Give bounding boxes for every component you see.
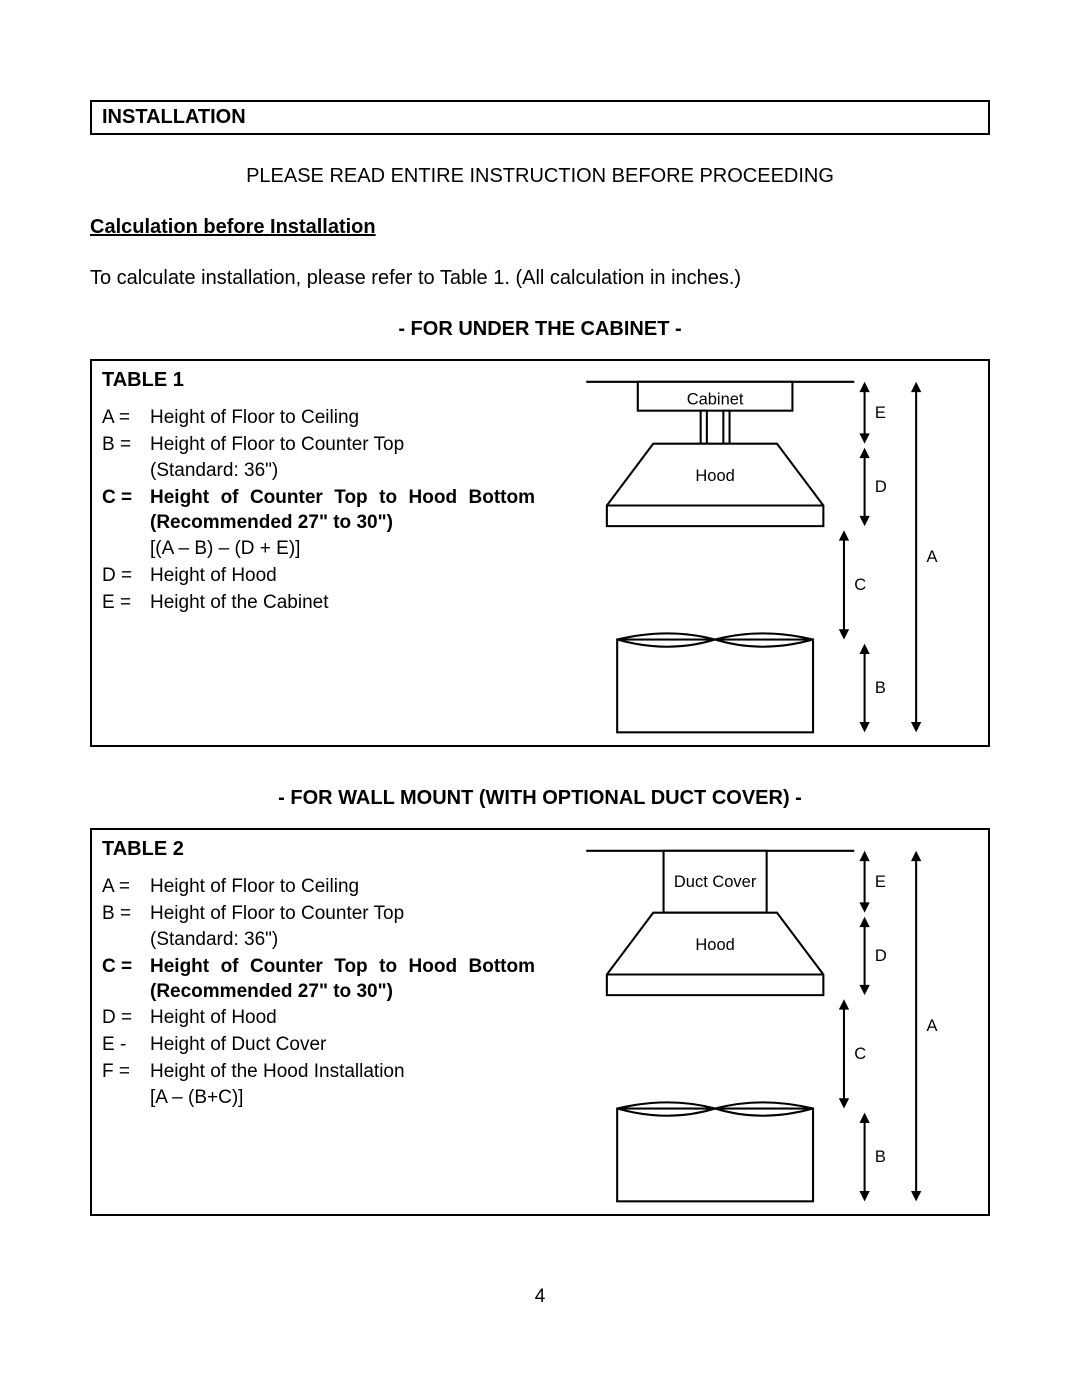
def-label: B = [102,433,150,458]
def-label: A = [102,875,150,900]
def-desc: (Standard: 36") [150,459,535,484]
def-row: D =Height of Hood [102,564,535,589]
table1-defs: A =Height of Floor to CeilingB =Height o… [102,406,535,616]
svg-text:C: C [854,1045,866,1063]
def-desc: Height of the Cabinet [150,591,535,616]
def-label: F = [102,1060,150,1085]
def-label [102,459,150,484]
table1-left: TABLE 1 A =Height of Floor to CeilingB =… [102,369,545,735]
table2-diagram: Duct Cover Hood E D C B A [545,838,978,1204]
svg-text:B: B [875,679,886,697]
def-row: B =Height of Floor to Counter Top [102,433,535,458]
def-desc: [(A – B) – (D + E)] [150,537,535,562]
def-label: D = [102,1006,150,1031]
def-row: F =Height of the Hood Installation [102,1060,535,1085]
def-desc: Height of Hood [150,564,535,589]
def-label: C = [102,486,150,535]
table2-diagram-container: Duct Cover Hood E D C B A [545,838,978,1204]
subheading-2: - FOR WALL MOUNT (WITH OPTIONAL DUCT COV… [90,787,990,810]
def-desc: Height of Floor to Counter Top [150,433,535,458]
def-row: [A – (B+C)] [102,1086,535,1111]
def-desc: [A – (B+C)] [150,1086,535,1111]
table1-block: TABLE 1 A =Height of Floor to CeilingB =… [90,359,990,747]
svg-text:A: A [926,1017,937,1035]
svg-text:Hood: Hood [695,936,734,954]
calc-heading: Calculation before Installation [90,216,990,239]
def-label [102,1086,150,1111]
def-desc: (Standard: 36") [150,928,535,953]
def-row: E =Height of the Cabinet [102,591,535,616]
svg-text:Hood: Hood [695,467,734,485]
def-label: D = [102,564,150,589]
page-number: 4 [90,1286,990,1308]
table1-diagram-container: Cabinet Hood E D C B A [545,369,978,735]
def-label: C = [102,955,150,1004]
table2-title: TABLE 2 [102,838,535,861]
svg-text:E: E [875,404,886,422]
def-label: A = [102,406,150,431]
svg-text:A: A [926,548,937,566]
def-row: B =Height of Floor to Counter Top [102,902,535,927]
def-label: E - [102,1033,150,1058]
def-label [102,928,150,953]
def-row: (Standard: 36") [102,928,535,953]
def-desc: Height of Floor to Ceiling [150,875,535,900]
def-label [102,537,150,562]
def-row: A =Height of Floor to Ceiling [102,406,535,431]
def-label: E = [102,591,150,616]
table1-title: TABLE 1 [102,369,535,392]
def-row: [(A – B) – (D + E)] [102,537,535,562]
def-row: D =Height of Hood [102,1006,535,1031]
table1-diagram: Cabinet Hood E D C B A [545,369,978,735]
def-desc: Height of Hood [150,1006,535,1031]
def-label: B = [102,902,150,927]
def-desc: Height of Floor to Counter Top [150,902,535,927]
section-title-box: INSTALLATION [90,100,990,135]
section-title: INSTALLATION [102,106,246,128]
def-row: C =Height of Counter Top to Hood Bottom … [102,955,535,1004]
page: INSTALLATION PLEASE READ ENTIRE INSTRUCT… [0,0,1080,1368]
def-row: A =Height of Floor to Ceiling [102,875,535,900]
svg-text:Duct Cover: Duct Cover [674,873,757,891]
def-desc: Height of Counter Top to Hood Bottom (Re… [150,486,535,535]
subheading-1: - FOR UNDER THE CABINET - [90,318,990,341]
calc-text: To calculate installation, please refer … [90,267,990,290]
read-first-line: PLEASE READ ENTIRE INSTRUCTION BEFORE PR… [90,165,990,188]
def-row: E -Height of Duct Cover [102,1033,535,1058]
svg-text:C: C [854,576,866,594]
def-desc: Height of Floor to Ceiling [150,406,535,431]
def-row: (Standard: 36") [102,459,535,484]
svg-text:Cabinet: Cabinet [687,390,744,408]
def-row: C =Height of Counter Top to Hood Bottom … [102,486,535,535]
svg-text:B: B [875,1148,886,1166]
svg-text:D: D [875,947,887,965]
table2-left: TABLE 2 A =Height of Floor to CeilingB =… [102,838,545,1204]
table2-defs: A =Height of Floor to CeilingB =Height o… [102,875,535,1111]
def-desc: Height of the Hood Installation [150,1060,535,1085]
def-desc: Height of Duct Cover [150,1033,535,1058]
table2-block: TABLE 2 A =Height of Floor to CeilingB =… [90,828,990,1216]
svg-text:E: E [875,873,886,891]
def-desc: Height of Counter Top to Hood Bottom (Re… [150,955,535,1004]
svg-text:D: D [875,478,887,496]
